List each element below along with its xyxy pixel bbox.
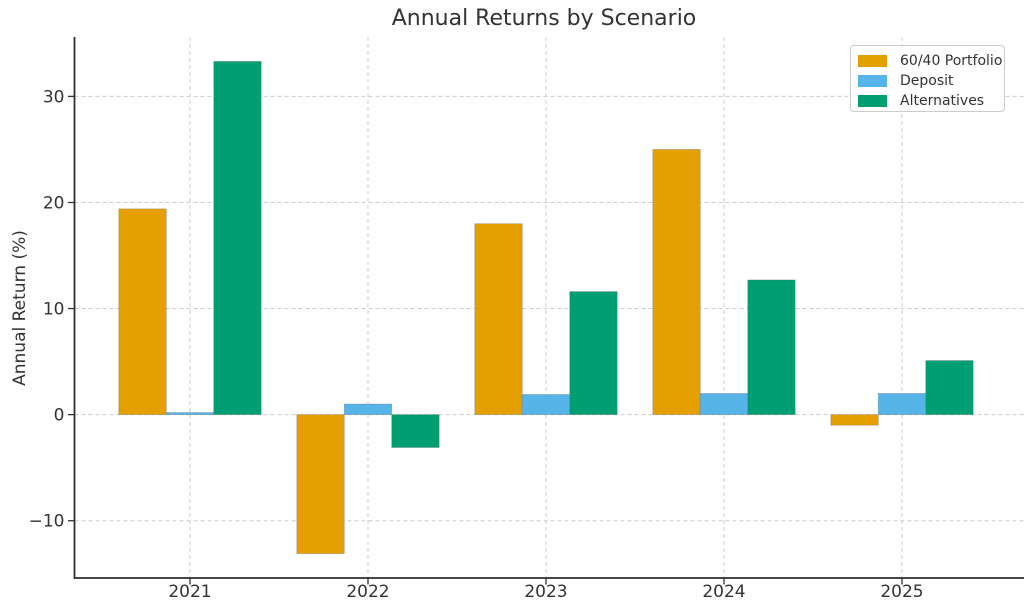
bar-60-40-portfolio-2021 xyxy=(118,208,167,416)
legend-swatch-deposit xyxy=(858,74,887,87)
y-tick-label: 20 xyxy=(43,193,65,213)
bar-alternatives-2022 xyxy=(391,414,440,448)
bar-60-40-portfolio-2023 xyxy=(474,223,523,416)
x-tick-label: 2022 xyxy=(346,582,389,602)
bar-60-40-portfolio-2025 xyxy=(830,414,879,426)
y-tick-label: 0 xyxy=(54,406,65,426)
legend-item-deposit: Deposit xyxy=(858,72,1004,89)
bar-deposit-2025 xyxy=(877,393,927,416)
x-tick-label: 2021 xyxy=(168,582,211,602)
bar-alternatives-2023 xyxy=(569,291,618,416)
x-tick-label: 2025 xyxy=(880,582,923,602)
legend-item-alternatives: Alternatives xyxy=(858,92,1004,109)
bar-alternatives-2021 xyxy=(213,60,262,416)
bar-deposit-2021 xyxy=(165,412,215,416)
bar-60-40-portfolio-2024 xyxy=(652,149,701,416)
legend-label-alternatives: Alternatives xyxy=(900,92,985,109)
legend-swatch-60-40-portfolio xyxy=(858,54,887,67)
bar-deposit-2024 xyxy=(699,393,749,416)
chart-title: Annual Returns by Scenario xyxy=(391,6,697,31)
legend-swatch-alternatives xyxy=(858,94,887,107)
legend-item-60-40-portfolio: 60/40 Portfolio xyxy=(858,52,1004,69)
y-tick-label: 30 xyxy=(43,87,65,107)
legend-label-60-40-portfolio: 60/40 Portfolio xyxy=(900,52,1003,69)
bar-alternatives-2024 xyxy=(747,279,796,416)
x-tick-label: 2023 xyxy=(524,582,567,602)
bar-alternatives-2025 xyxy=(925,360,974,416)
legend: 60/40 Portfolio Deposit Alternatives xyxy=(850,45,1005,112)
x-tick-label: 2024 xyxy=(702,582,745,602)
y-tick-label: 10 xyxy=(43,300,65,320)
bar-deposit-2022 xyxy=(343,403,393,416)
bar-deposit-2023 xyxy=(521,394,571,416)
legend-label-deposit: Deposit xyxy=(900,72,954,89)
y-tick-label: −10 xyxy=(29,512,65,532)
bar-60-40-portfolio-2022 xyxy=(296,414,345,555)
